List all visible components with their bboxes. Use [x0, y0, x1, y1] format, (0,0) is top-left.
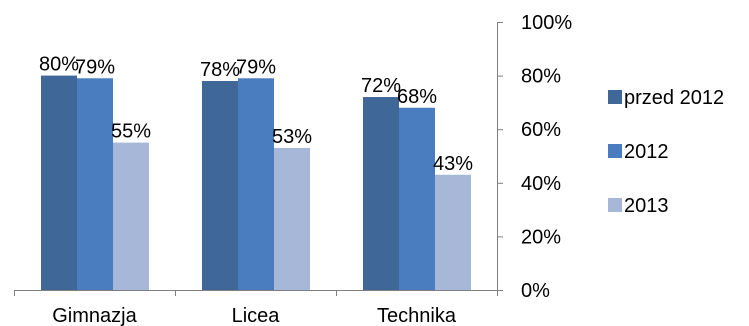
data-label: 55% — [111, 121, 151, 143]
bar — [399, 107, 435, 290]
x-axis-ticks — [14, 290, 498, 296]
bar — [363, 97, 399, 290]
legend-swatch — [608, 198, 622, 212]
data-label: 79% — [236, 56, 276, 78]
y-tick-label: 80% — [521, 66, 561, 88]
data-labels: 80%79%55%78%79%53%72%68%43% — [39, 54, 473, 175]
x-tick-label: Technika — [377, 305, 457, 326]
data-label: 43% — [433, 153, 473, 175]
bar — [202, 80, 238, 291]
data-label: 68% — [397, 86, 437, 108]
data-label: 53% — [272, 126, 312, 148]
legend-label: 2012 — [624, 141, 669, 163]
bar — [238, 78, 274, 290]
legend-swatch — [608, 90, 622, 104]
bar — [41, 75, 77, 290]
legend: przed 2012 2012 2013 — [608, 87, 724, 217]
x-axis-labels: Gimnazja Licea Technika — [52, 305, 457, 326]
bar — [113, 142, 149, 290]
y-axis-labels: 0% 20% 40% 60% 80% 100% — [521, 12, 572, 302]
data-label: 72% — [361, 75, 401, 97]
y-axis-ticks — [497, 22, 503, 291]
y-tick-label: 20% — [521, 226, 561, 248]
legend-label: przed 2012 — [624, 87, 724, 109]
y-tick-label: 40% — [521, 173, 561, 195]
y-tick-label: 60% — [521, 119, 561, 141]
bar — [77, 78, 113, 290]
y-tick-label: 0% — [521, 280, 550, 302]
legend-label: 2013 — [624, 195, 669, 217]
data-label: 79% — [75, 56, 115, 78]
data-label: 78% — [200, 59, 240, 81]
bar — [274, 147, 310, 290]
x-tick-label: Licea — [232, 305, 281, 326]
legend-swatch — [608, 144, 622, 158]
plot-area — [41, 75, 471, 291]
y-tick-label: 100% — [521, 12, 572, 34]
data-label: 80% — [39, 54, 79, 76]
x-tick-label: Gimnazja — [52, 305, 137, 326]
bar — [435, 174, 471, 290]
